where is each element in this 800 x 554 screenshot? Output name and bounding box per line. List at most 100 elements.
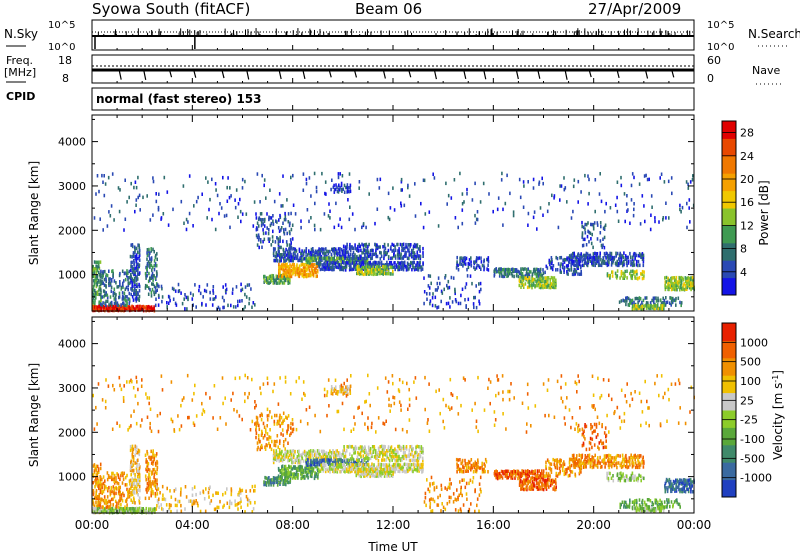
echo-cell bbox=[127, 271, 129, 275]
echo-cell bbox=[138, 509, 140, 513]
echo-cell bbox=[308, 449, 310, 454]
echo-cell bbox=[99, 466, 102, 471]
echo-cell bbox=[355, 247, 357, 251]
echo-cell bbox=[664, 287, 667, 292]
echo-cell bbox=[687, 186, 690, 190]
echo-cell bbox=[373, 469, 376, 474]
echo-cell bbox=[487, 258, 489, 262]
echo-cell bbox=[109, 277, 111, 281]
echo-cell bbox=[486, 267, 488, 271]
echo-cell bbox=[132, 455, 135, 459]
echo-cell bbox=[111, 172, 114, 176]
echo-cell bbox=[293, 268, 295, 272]
echo-cell bbox=[95, 489, 98, 493]
echo-cell bbox=[576, 255, 578, 259]
echo-cell bbox=[397, 260, 399, 265]
echo-cell bbox=[132, 510, 135, 514]
echo-cell bbox=[330, 458, 332, 462]
echo-cell bbox=[130, 491, 132, 495]
echo-cell bbox=[108, 281, 110, 286]
echo-cell bbox=[365, 467, 368, 472]
echo-cell bbox=[121, 308, 124, 313]
echo-cell bbox=[185, 495, 188, 499]
echo-cell bbox=[267, 281, 269, 285]
echo-cell bbox=[104, 507, 107, 511]
echo-cell bbox=[146, 452, 149, 456]
echo-cell bbox=[171, 286, 174, 291]
echo-cell bbox=[272, 253, 275, 258]
echo-cell bbox=[310, 263, 312, 267]
echo-cell bbox=[241, 186, 244, 190]
echo-cell bbox=[278, 218, 280, 222]
echo-cell bbox=[483, 258, 485, 262]
echo-cell bbox=[324, 265, 326, 269]
echo-cell bbox=[538, 268, 540, 272]
echo-cell bbox=[110, 306, 112, 311]
echo-cell bbox=[333, 225, 336, 230]
echo-cell bbox=[206, 283, 209, 287]
echo-cell bbox=[119, 280, 121, 284]
echo-cell bbox=[390, 256, 392, 261]
echo-cell bbox=[272, 476, 275, 480]
echo-cell bbox=[118, 304, 121, 309]
echo-cell bbox=[100, 482, 102, 486]
echo-cell bbox=[563, 265, 566, 270]
echo-cell bbox=[298, 467, 301, 471]
echo-cell bbox=[520, 281, 523, 285]
echo-cell bbox=[98, 510, 100, 514]
echo-cell bbox=[413, 260, 415, 265]
echo-cell bbox=[117, 508, 119, 513]
echo-cell bbox=[105, 283, 107, 288]
echo-cell bbox=[305, 451, 307, 455]
echo-cell bbox=[136, 277, 139, 281]
echo-cell bbox=[261, 245, 263, 249]
echo-cell bbox=[555, 278, 557, 282]
echo-cell bbox=[323, 449, 325, 454]
echo-cell bbox=[661, 304, 664, 308]
echo-cell bbox=[306, 267, 309, 271]
echo-cell bbox=[420, 268, 422, 272]
echo-cell bbox=[268, 441, 270, 446]
echo-cell bbox=[146, 251, 148, 255]
echo-cell bbox=[276, 419, 279, 424]
echo-cell bbox=[328, 202, 330, 206]
echo-cell bbox=[160, 284, 163, 289]
echo-cell bbox=[116, 481, 118, 485]
echo-cell bbox=[608, 274, 610, 278]
echo-cell bbox=[270, 216, 273, 220]
echo-cell bbox=[333, 183, 335, 188]
echo-cell bbox=[147, 260, 150, 264]
echo-cell bbox=[610, 254, 613, 258]
echo-cell bbox=[417, 247, 420, 251]
echo-cell bbox=[102, 481, 105, 486]
echo-cell bbox=[255, 435, 257, 440]
echo-cell bbox=[678, 280, 680, 284]
echo-cell bbox=[323, 253, 326, 257]
echo-cell bbox=[119, 188, 121, 192]
echo-cell bbox=[614, 261, 617, 265]
echo-cell bbox=[349, 265, 351, 270]
echo-cell bbox=[406, 256, 409, 260]
echo-cell bbox=[408, 465, 410, 469]
echo-cell bbox=[264, 445, 266, 449]
echo-cell bbox=[351, 467, 354, 471]
echo-cell bbox=[627, 259, 630, 263]
echo-cell bbox=[273, 278, 275, 283]
echo-cell bbox=[348, 459, 351, 463]
echo-cell bbox=[626, 255, 629, 260]
echo-cell bbox=[370, 262, 373, 267]
echo-cell bbox=[244, 510, 246, 514]
echo-cell bbox=[367, 462, 370, 467]
echo-cell bbox=[312, 467, 315, 471]
echo-cell bbox=[375, 268, 377, 272]
echo-cell bbox=[379, 177, 382, 182]
echo-cell bbox=[670, 287, 673, 292]
echo-cell bbox=[582, 237, 585, 242]
echo-cell bbox=[137, 507, 139, 511]
echo-cell bbox=[131, 450, 134, 455]
echo-cell bbox=[525, 267, 528, 272]
echo-cell bbox=[634, 306, 637, 311]
echo-cell bbox=[215, 295, 217, 299]
echo-cell bbox=[278, 271, 280, 275]
echo-cell bbox=[118, 486, 120, 490]
